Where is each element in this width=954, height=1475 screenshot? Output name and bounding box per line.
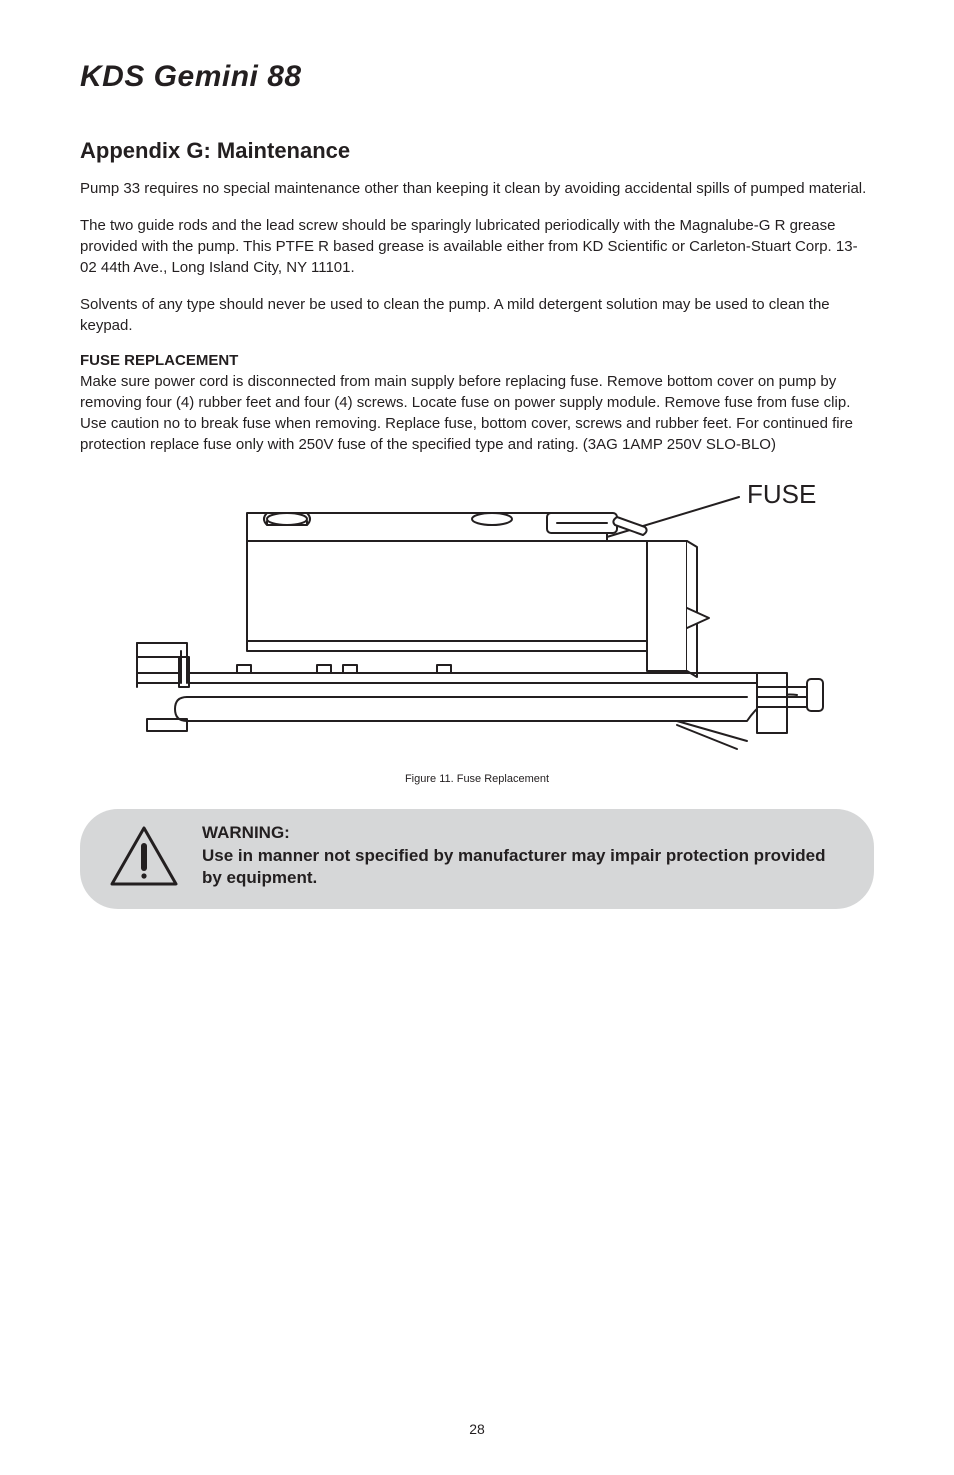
appendix-heading: Appendix G: Maintenance	[80, 138, 874, 164]
page-title: KDS Gemini 88	[80, 60, 874, 94]
page-number: 28	[0, 1421, 954, 1437]
figure-caption: Figure 11. Fuse Replacement	[80, 773, 874, 785]
warning-box: WARNING: Use in manner not specified by …	[80, 809, 874, 909]
fuse-para: Make sure power cord is disconnected fro…	[80, 371, 874, 455]
appendix-para-1: Pump 33 requires no special maintenance …	[80, 178, 874, 199]
fuse-heading: FUSE REPLACEMENT	[80, 352, 874, 369]
fuse-diagram: FUSE 1 AMP S.B.	[117, 473, 837, 763]
fuse-callout-label: FUSE	[747, 479, 816, 509]
warning-body: Use in manner not specified by manufactu…	[202, 845, 846, 889]
appendix-para-2: The two guide rods and the lead screw sh…	[80, 215, 874, 278]
warning-heading: WARNING:	[202, 823, 846, 843]
appendix-para-3: Solvents of any type should never be use…	[80, 294, 874, 336]
warning-text: WARNING: Use in manner not specified by …	[202, 823, 846, 889]
figure-wrap: FUSE 1 AMP S.B.	[80, 473, 874, 785]
warning-icon	[108, 824, 180, 888]
